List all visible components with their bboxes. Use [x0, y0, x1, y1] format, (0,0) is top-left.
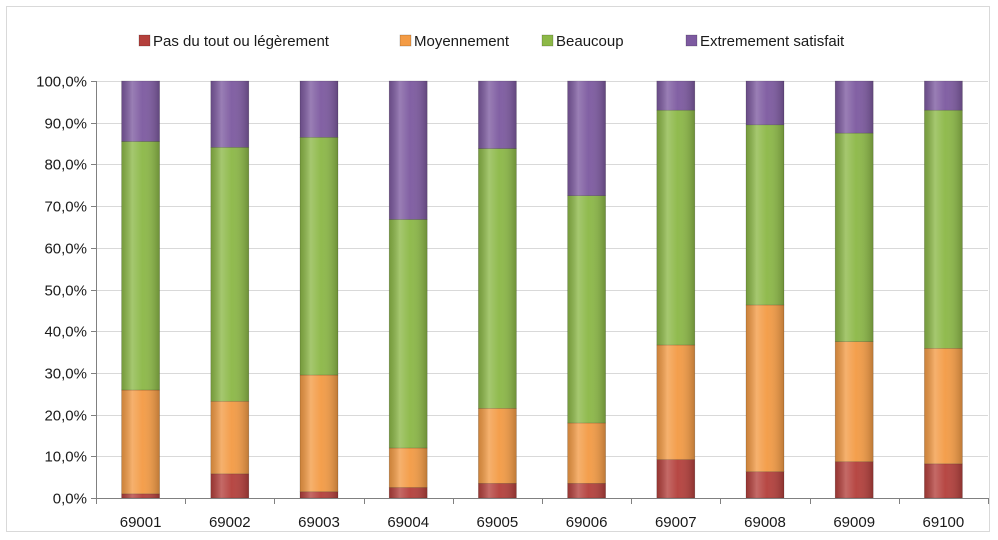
bar-segment-shading [389, 81, 428, 220]
bar-segment-shading [121, 141, 160, 390]
bar-segment-shading [924, 348, 963, 464]
bar-segment-shading [835, 133, 874, 342]
legend-swatch [138, 34, 151, 47]
bar-segment-shading [656, 344, 695, 460]
y-tick-label: 40,0% [44, 324, 87, 341]
bar-segment-shading [121, 389, 160, 494]
bar-segment-shading [746, 81, 784, 125]
bar-segment-shading [924, 81, 963, 111]
y-axis: 0,0% 10,0% 20,0% 30,0% 40,0% 50,0% 60,0% 70,0% 8… [36, 74, 97, 508]
bar-segment-shading [835, 461, 874, 498]
legend-swatch [685, 34, 698, 47]
y-tick-label: 100,0% [36, 74, 87, 91]
bar-segment-shading [746, 124, 784, 305]
bar-segment-shading [567, 483, 606, 498]
y-tick-label: 50,0% [44, 283, 87, 300]
x-tick-label: 69005 [477, 514, 519, 531]
x-tick-label: 69001 [120, 514, 162, 531]
bar-segment-shading [121, 493, 160, 498]
legend-swatch [399, 34, 412, 47]
bar-stack-69009 [834, 80, 874, 499]
x-tick-label: 69004 [387, 514, 429, 531]
bar-segment-shading [478, 408, 517, 484]
y-tick-label: 70,0% [44, 199, 87, 216]
bar-segment-shading [924, 110, 963, 349]
bar-segment-shading [210, 473, 249, 498]
y-tick-label: 30,0% [44, 366, 87, 383]
x-tick-label: 69009 [833, 514, 875, 531]
bar-segment-shading [300, 81, 338, 138]
legend: Pas du tout ou légèrement Moyennement Beau… [138, 33, 845, 50]
legend-label: Beaucoup [556, 33, 624, 50]
bar-segment-shading [210, 401, 249, 474]
bar-stack-69001 [121, 80, 160, 499]
legend-item-3: Beaucoup [541, 33, 624, 50]
bar-stack-69004 [388, 80, 428, 499]
bar-segment-shading [389, 219, 428, 448]
legend-swatch [541, 34, 554, 47]
bar-stack-69002 [210, 80, 250, 499]
bar-stack-69003 [299, 80, 339, 499]
bar-segment-shading [924, 463, 963, 498]
bar-segment-shading [478, 483, 517, 498]
y-tick-label: 0,0% [53, 491, 87, 508]
y-tick-label: 60,0% [44, 241, 87, 258]
bars [121, 80, 963, 499]
bar-segment-shading [656, 459, 695, 498]
bar-stack-69100 [924, 80, 963, 499]
bar-segment-shading [746, 471, 784, 498]
x-tick-label: 69003 [298, 514, 340, 531]
bar-segment-shading [478, 148, 517, 409]
x-tick-label: 69008 [744, 514, 786, 531]
bar-segment-shading [300, 374, 338, 492]
bar-stack-69006 [567, 80, 606, 499]
bar-segment-shading [656, 81, 695, 111]
bar-segment-shading [835, 341, 874, 462]
bar-segment-shading [656, 110, 695, 345]
bar-stack-69007 [656, 80, 696, 499]
legend-item-4: Extremement satisfait [685, 33, 845, 50]
legend-label: Extremement satisfait [700, 33, 845, 50]
bar-segment-shading [210, 147, 249, 402]
bar-stack-69005 [478, 80, 517, 499]
legend-item-2: Moyennement [399, 33, 510, 50]
x-axis: 69001 69002 69003 69004 69005 69006 69007 69008… [96, 498, 989, 531]
x-tick-label: 69100 [923, 514, 965, 531]
x-tick-label: 69007 [655, 514, 697, 531]
bar-segment-shading [835, 81, 874, 134]
bar-segment-shading [210, 81, 249, 148]
x-tick-label: 69006 [566, 514, 608, 531]
bar-segment-shading [746, 304, 784, 472]
legend-label: Pas du tout ou légèrement [153, 33, 330, 50]
bar-segment-shading [300, 491, 338, 498]
bar-segment-shading [300, 137, 338, 375]
y-tick-label: 90,0% [44, 116, 87, 133]
y-tick-label: 10,0% [44, 449, 87, 466]
legend-label: Moyennement [414, 33, 510, 50]
y-tick-label: 80,0% [44, 157, 87, 174]
legend-item-1: Pas du tout ou légèrement [138, 33, 330, 50]
bar-stack-69008 [745, 80, 785, 499]
bar-segment-shading [567, 195, 606, 423]
bar-segment-shading [478, 81, 517, 149]
bar-segment-shading [389, 447, 428, 488]
bar-segment-shading [567, 422, 606, 484]
bar-segment-shading [389, 487, 428, 498]
bar-segment-shading [567, 81, 606, 196]
bar-segment-shading [121, 81, 160, 142]
x-tick-label: 69002 [209, 514, 251, 531]
y-tick-label: 20,0% [44, 408, 87, 425]
